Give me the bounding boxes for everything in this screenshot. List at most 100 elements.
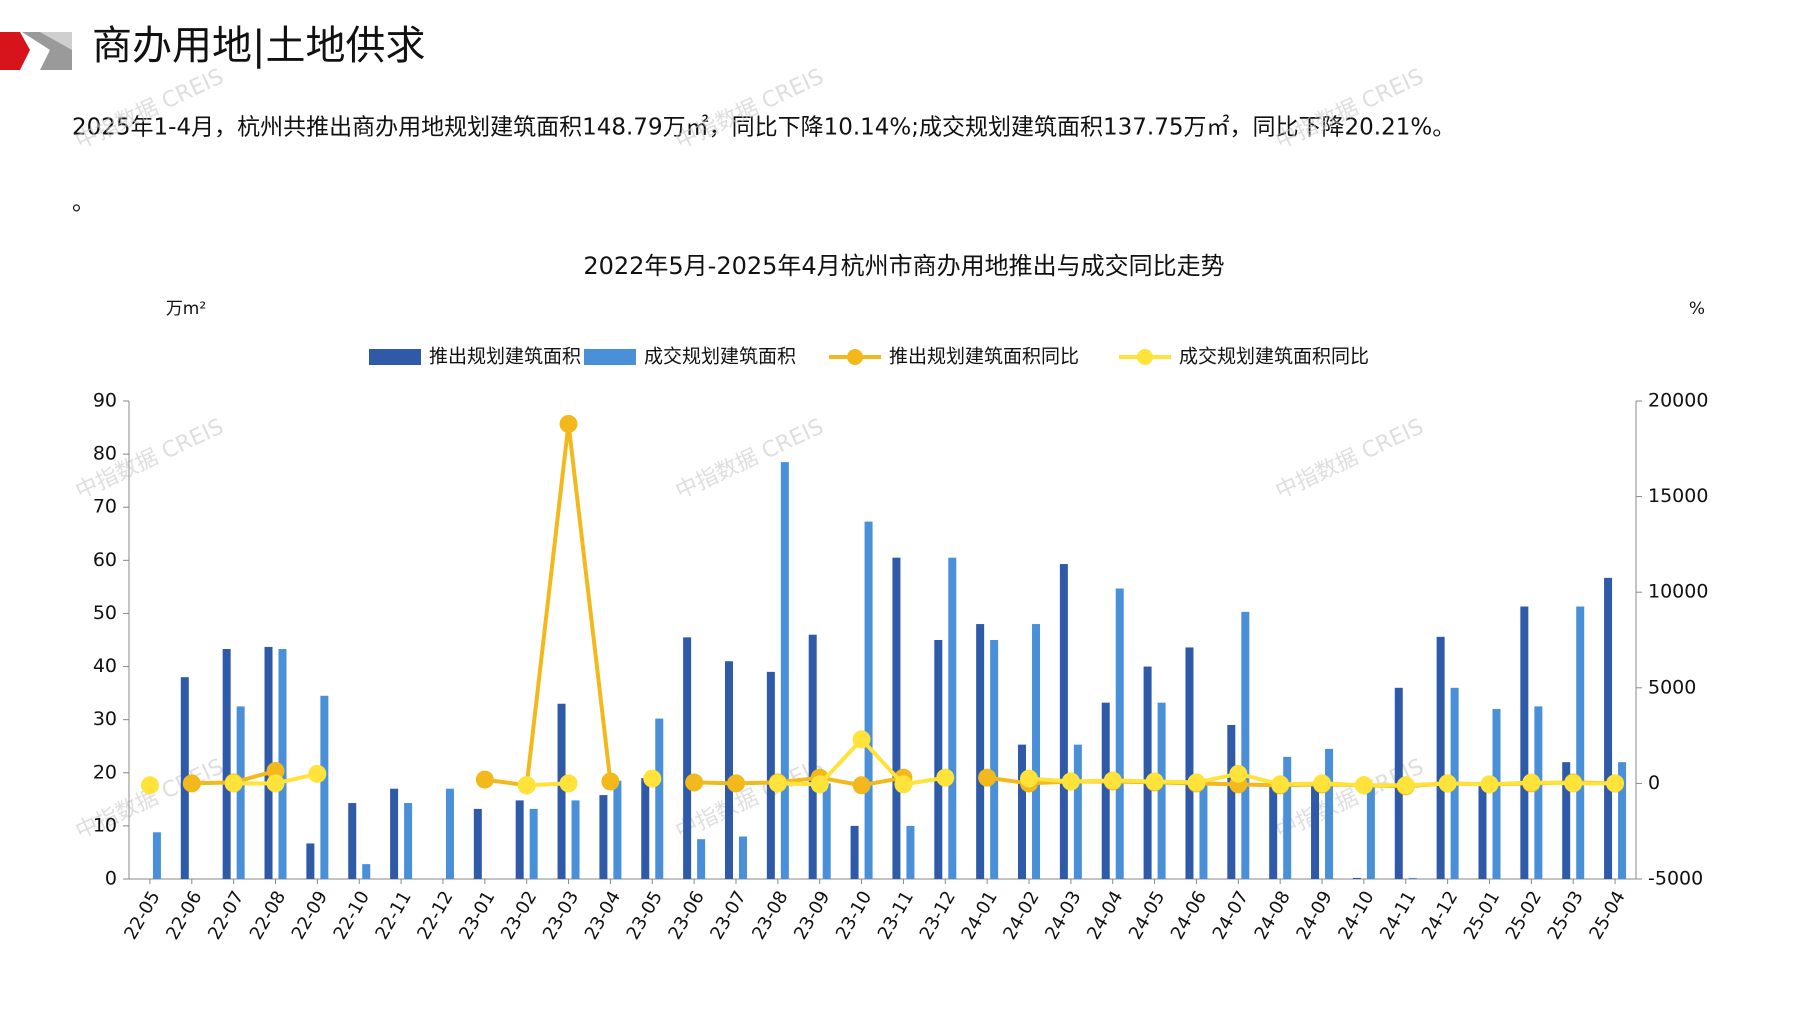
y-tick-label: 50 [93,602,117,624]
bar [724,661,733,879]
y2-tick-label: -5000 [1648,868,1703,890]
x-tick-label: 22-05 [120,888,164,944]
bar [1227,724,1236,879]
bar [320,695,329,879]
line-point [685,773,704,792]
line-point [517,776,536,795]
bar [1534,706,1543,879]
page-title: 商办用地|土地供求 [92,23,425,69]
line-point [308,764,327,783]
x-tick-label: 24-01 [957,888,1001,944]
line-point [1145,772,1164,791]
bar [152,832,161,879]
logo-light [40,32,72,50]
bar [1325,748,1334,879]
watermark: 中指数据 CREIS [672,64,828,154]
x-tick-label: 24-03 [1041,888,1085,944]
bar [892,557,901,879]
line-point [726,774,745,793]
y2-tick-label: 10000 [1648,581,1708,603]
line-point [936,768,955,787]
line-point [1187,773,1206,792]
x-tick-label: 23-05 [623,888,667,944]
bar [1604,577,1613,879]
bar [236,706,245,879]
bar [738,836,747,879]
bar [306,843,315,879]
x-tick-label: 25-04 [1585,888,1629,944]
bar [1101,702,1110,879]
x-tick-label: 24-12 [1418,888,1462,944]
bar [1520,606,1529,879]
x-tick-label: 22-10 [330,888,374,944]
y-tick-label: 40 [93,655,117,677]
x-tick-label: 22-06 [162,888,206,944]
bar [1073,744,1082,879]
bar [655,718,664,879]
bar [1352,877,1361,879]
bar [766,671,775,879]
bar [850,825,859,879]
bar [1185,647,1194,879]
x-tick-label: 24-05 [1125,888,1169,944]
bar [613,780,622,879]
bar [1436,636,1445,879]
x-tick-label: 22-09 [288,888,332,944]
bar [1018,744,1027,879]
y-tick-label: 10 [93,814,117,836]
x-tick-label: 23-07 [706,888,750,944]
x-tick-label: 23-12 [916,888,960,944]
line-point [852,776,871,795]
line-point [1354,776,1373,795]
bar [1492,709,1501,879]
line-point [559,774,578,793]
y-tick-label: 60 [93,549,117,571]
y-tick-label: 20 [93,761,117,783]
x-tick-label: 23-11 [874,888,918,944]
line-point [1229,764,1248,783]
legend-label: 成交规划建筑面积 [644,346,796,368]
line-point [1313,774,1332,793]
bar [473,808,482,879]
line-point [140,776,159,795]
line-point [1480,775,1499,794]
bar [1241,611,1250,879]
x-tick-label: 23-06 [664,888,708,944]
x-tick-label: 23-01 [455,888,499,944]
x-tick-label: 24-02 [999,888,1043,944]
y-tick-label: 90 [93,390,117,412]
bar [1311,783,1320,879]
line-point [1564,774,1583,793]
bar [1576,606,1585,879]
x-tick-label: 24-09 [1292,888,1336,944]
x-tick-label: 23-03 [539,888,583,944]
x-tick-label: 22-08 [246,888,290,944]
x-tick-label: 24-10 [1334,888,1378,944]
bar [278,649,287,879]
y-tick-label: 0 [105,868,117,890]
x-tick-label: 22-07 [204,888,248,944]
bar [1199,783,1208,879]
line-point [978,768,997,787]
bar [864,521,873,879]
legend-label: 推出规划建筑面积同比 [889,346,1079,368]
line-point [601,772,620,791]
x-tick-label: 25-03 [1544,888,1588,944]
line-point [1061,772,1080,791]
line-point [1103,771,1122,790]
line-point [1020,769,1039,788]
line-point [1606,774,1625,793]
line-point [559,414,578,433]
legend-swatch [584,349,636,365]
bar [348,803,357,879]
bar [1408,877,1417,879]
bar [683,637,692,879]
line-point [1438,774,1457,793]
y2-tick-label: 20000 [1648,390,1708,412]
line-point [1396,776,1415,795]
y2-tick-label: 5000 [1648,676,1696,698]
logo-red [0,32,30,70]
line-point [810,775,829,794]
line-point [643,769,662,788]
